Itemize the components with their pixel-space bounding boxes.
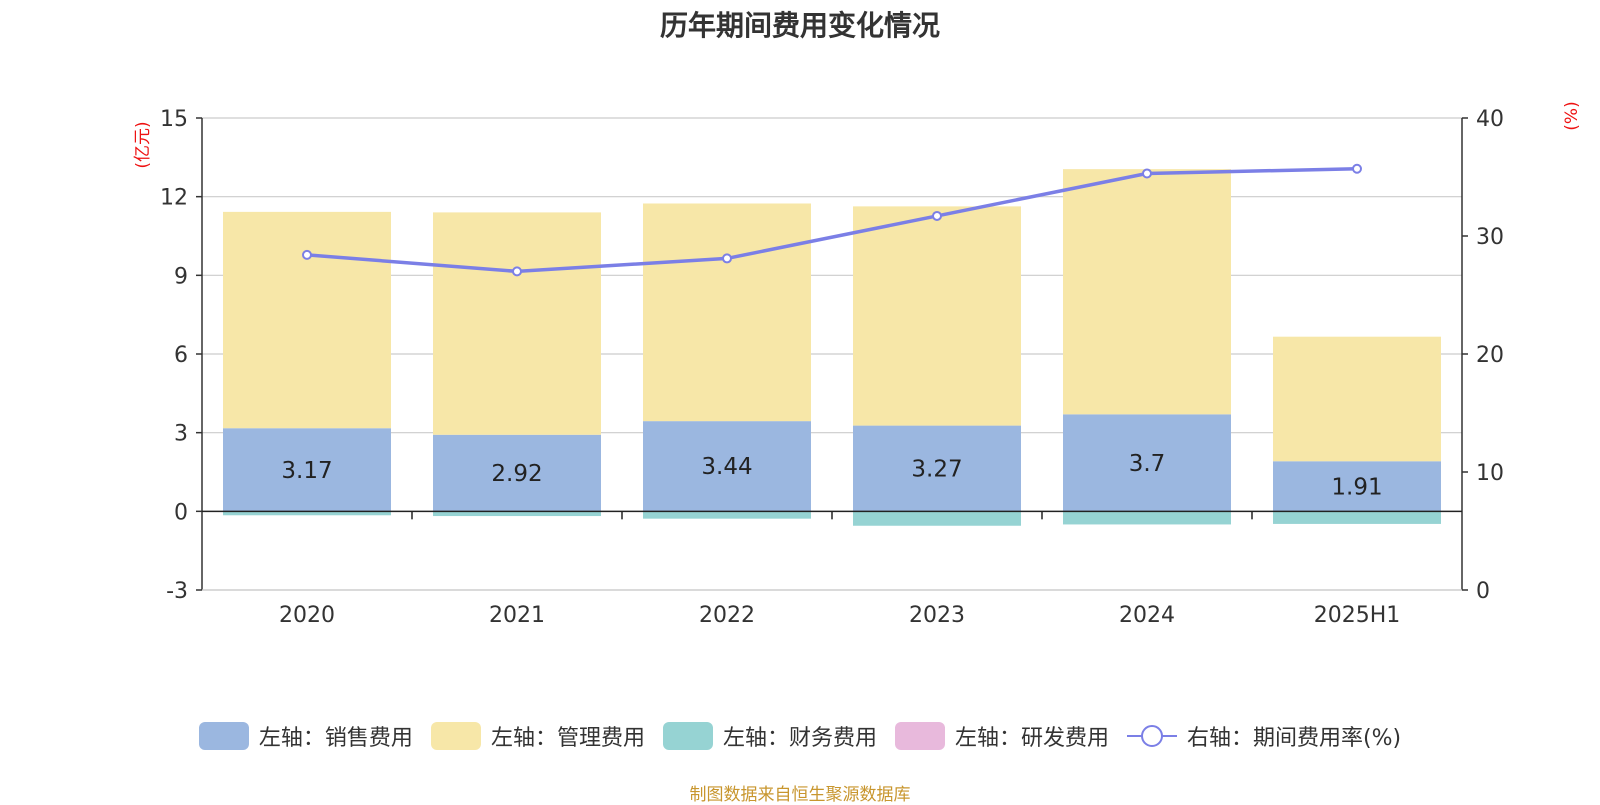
legend-swatch-expense-rate: [1126, 722, 1177, 750]
x-axis-tick-label: 2023: [909, 603, 965, 628]
bar-data-label: 1.91: [1331, 474, 1382, 500]
legend-label-finance: 左轴：财务费用: [722, 726, 877, 751]
right-axis-tick-label: 10: [1476, 461, 1504, 486]
right-axis-tick-label: 20: [1476, 343, 1504, 368]
chart-canvas: -3 0 3 6 9 12 15 (亿元) 0 10 20 30 40 (%) 3.17 2.92 3.44 3.…: [133, 101, 1582, 628]
legend-label-admin: 左轴：管理费用: [490, 726, 645, 751]
left-axis-tick-label: 9: [174, 264, 188, 289]
bar-2025H1-左轴：管理费用: [1273, 336, 1441, 462]
expense-rate-point: [722, 253, 732, 264]
right-axis-tick-label: 30: [1476, 225, 1504, 250]
bar-2025H1-左轴：财务费用: [1273, 511, 1441, 524]
legend-label-expense-rate: 右轴：期间费用率(%): [1186, 726, 1402, 751]
right-axis-tick-label: 40: [1476, 107, 1504, 132]
bar-2024-左轴：财务费用: [1063, 511, 1231, 525]
right-axis-unit-label: (%): [1562, 101, 1582, 130]
x-axis-tick-label: 2020: [279, 603, 335, 628]
bar-2020-左轴：管理费用: [223, 211, 391, 429]
expense-rate-point: [1142, 168, 1152, 179]
x-axis-tick-label: 2022: [699, 603, 755, 628]
left-axis-tick-label: 0: [174, 500, 188, 525]
legend-swatch-admin: [430, 722, 481, 750]
expense-rate-line: [306, 166, 1358, 274]
left-axis-tick-label: 3: [174, 422, 188, 447]
bar-data-label: 3.17: [281, 458, 332, 484]
bar-2020-左轴：财务费用: [223, 511, 391, 516]
legend-item-sales[interactable]: 左轴：销售费用: [198, 720, 413, 752]
legend: 左轴：销售费用 左轴：管理费用 左轴：财务费用 左轴：研发费用 右轴：期间费用率…: [0, 720, 1600, 752]
legend-item-rnd[interactable]: 左轴：研发费用: [894, 720, 1109, 752]
source-note: 制图数据来自恒生聚源数据库: [689, 785, 911, 805]
chart-title: 历年期间费用变化情况: [659, 9, 940, 42]
bar-2022-左轴：销售费用: [643, 421, 811, 512]
legend-swatch-rnd: [894, 722, 945, 750]
legend-item-finance[interactable]: 左轴：财务费用: [662, 720, 877, 752]
bar-2020-左轴：销售费用: [223, 428, 391, 512]
legend-label-rnd: 左轴：研发费用: [954, 726, 1109, 751]
left-axis-unit-label: (亿元): [133, 121, 153, 168]
legend-label-sales: 左轴：销售费用: [258, 726, 413, 751]
bar-2023-左轴：管理费用: [853, 206, 1021, 426]
left-axis-tick-label: 12: [160, 186, 188, 211]
left-axis-tick-label: 15: [160, 107, 188, 132]
bar-2021-左轴：财务费用: [433, 511, 601, 517]
bar-data-label: 3.44: [701, 454, 752, 480]
bar-2023-左轴：销售费用: [853, 425, 1021, 512]
legend-item-admin[interactable]: 左轴：管理费用: [430, 720, 645, 752]
bar-2025H1-左轴：销售费用: [1273, 461, 1441, 512]
legend-swatch-sales: [198, 722, 249, 750]
x-axis-tick-label: 2024: [1119, 603, 1175, 628]
legend-item-expense-rate[interactable]: 右轴：期间费用率(%): [1126, 720, 1402, 752]
right-axis-tick-label: 0: [1476, 579, 1490, 604]
bar-data-label: 3.7: [1129, 451, 1166, 477]
expense-rate-point: [932, 210, 942, 221]
bar-data-label: 3.27: [911, 456, 962, 482]
expense-rate-point: [1352, 163, 1362, 174]
x-axis-tick-label: 2025H1: [1314, 603, 1401, 628]
left-axis-tick-label: 6: [174, 343, 188, 368]
bar-2022-左轴：管理费用: [643, 203, 811, 422]
bar-data-label: 2.92: [491, 461, 542, 487]
left-axis-tick-label: -3: [166, 579, 188, 604]
bar-2022-左轴：财务费用: [643, 511, 811, 519]
legend-swatch-finance: [662, 722, 713, 750]
bar-2023-左轴：财务费用: [853, 511, 1021, 526]
x-axis-tick-label: 2021: [489, 603, 545, 628]
expense-rate-point: [302, 249, 312, 260]
bar-2021-左轴：销售费用: [433, 434, 601, 512]
bar-2024-左轴：管理费用: [1063, 169, 1231, 415]
bar-2024-左轴：销售费用: [1063, 414, 1231, 512]
expense-rate-point: [512, 266, 522, 277]
bar-2021-左轴：管理费用: [433, 212, 601, 435]
